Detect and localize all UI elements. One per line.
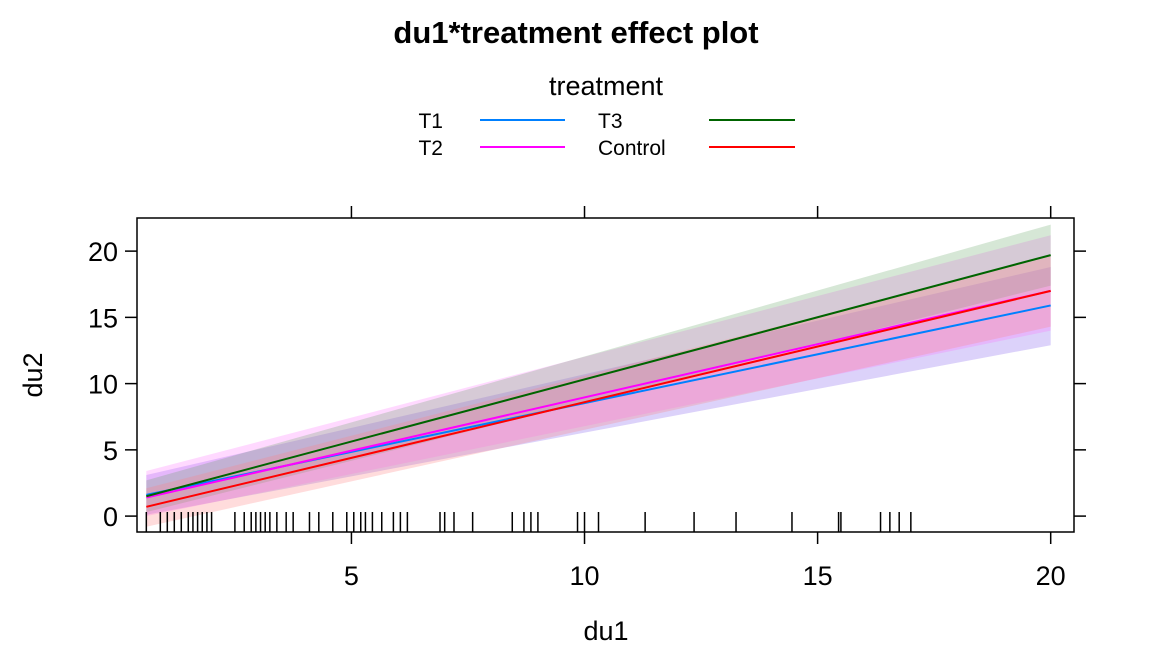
y-tick-label: 20 <box>88 237 118 267</box>
line-t3 <box>146 254 1051 498</box>
line-t2 <box>146 289 1051 499</box>
chart-title: du1*treatment effect plot <box>393 15 758 50</box>
y-tick-label: 5 <box>103 436 118 466</box>
legend-label-control: Control <box>598 137 666 160</box>
legend-label-t1: T1 <box>418 110 443 133</box>
plot-frame <box>136 217 1075 533</box>
x-tick-label: 15 <box>803 561 833 591</box>
x-axis-label: du1 <box>583 616 628 646</box>
legend-label-t3: T3 <box>598 110 623 133</box>
x-tick-label: 20 <box>1036 561 1066 591</box>
series-lines <box>146 254 1051 508</box>
band-control <box>146 256 1051 527</box>
line-control <box>146 289 1051 508</box>
y-tick-label: 0 <box>103 502 118 532</box>
band-t3 <box>146 224 1051 513</box>
rug-marks <box>145 512 912 532</box>
legend-label-t2: T2 <box>418 137 443 160</box>
y-tick-label: 10 <box>88 370 118 400</box>
x-tick-label: 10 <box>569 561 599 591</box>
y-axis-label: du2 <box>18 352 48 397</box>
legend-title: treatment <box>549 71 664 101</box>
y-tick-label: 15 <box>88 303 118 333</box>
legend: treatment T1 T2 T3 Control <box>418 71 795 160</box>
x-tick-label: 5 <box>344 561 359 591</box>
